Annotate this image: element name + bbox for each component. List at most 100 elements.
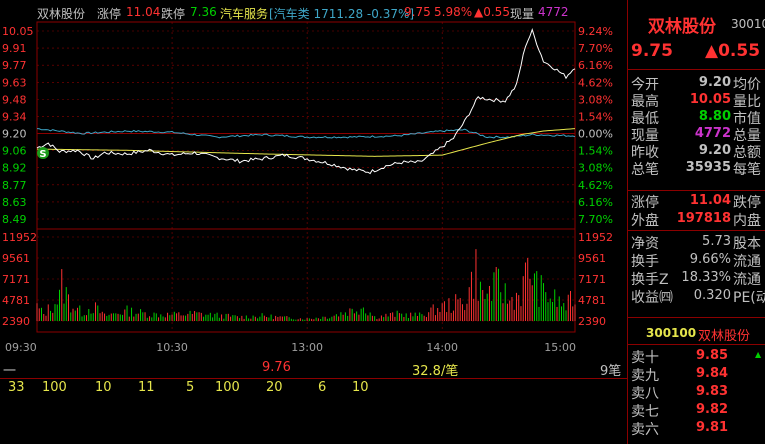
pct-tick-label: 4.62% bbox=[578, 179, 613, 192]
pct-tick-label: 1.54% bbox=[578, 145, 613, 158]
quote-row-right-label: 流通 bbox=[733, 254, 761, 270]
quote-row-value: 11.04 bbox=[689, 193, 731, 208]
quote-row-label: 最高 bbox=[631, 94, 659, 110]
ask-level-label: 卖六 bbox=[631, 422, 659, 438]
volume-tick-label: 11952 bbox=[2, 231, 37, 244]
bottom-avg: 32.8/笔 bbox=[412, 364, 459, 379]
quote-price: 9.75 bbox=[631, 41, 673, 61]
pct-tick-label: 7.70% bbox=[578, 42, 613, 55]
price-tick-label: 9.48 bbox=[2, 93, 27, 106]
quote-row-right-label: PE(动 bbox=[733, 290, 765, 306]
quote-row-value: 8.80 bbox=[698, 109, 731, 124]
time-tick-label: 13:00 bbox=[291, 341, 323, 354]
quote-row-label: 换手 bbox=[631, 254, 659, 270]
pct-tick-label: 3.08% bbox=[578, 162, 613, 175]
volume-tick-label: 2390 bbox=[2, 315, 30, 328]
bottom-price: 9.76 bbox=[262, 360, 291, 375]
limit-up-value: 11.04 bbox=[126, 5, 161, 19]
quote-row-right-label: 总量 bbox=[733, 128, 761, 144]
quote-row-right-label: 流通 bbox=[733, 272, 761, 288]
quote-row-label: 最低 bbox=[631, 111, 659, 127]
pct-tick-label: 4.62% bbox=[578, 76, 613, 89]
ask-level-label: 卖七 bbox=[631, 404, 659, 420]
price-tick-label: 10.05 bbox=[2, 25, 34, 38]
header-pct: 5.98% bbox=[434, 5, 473, 19]
bottom-dash: 一 bbox=[3, 364, 17, 379]
tick-volume: 33 bbox=[8, 380, 25, 395]
quote-row-right-label: 均价 bbox=[733, 77, 761, 93]
flash-icon: ▲ bbox=[755, 350, 762, 359]
ask-level-price: 9.84 bbox=[696, 366, 729, 381]
tick-volume: 100 bbox=[42, 380, 67, 395]
tick-volume: 6 bbox=[318, 380, 327, 395]
pct-tick-label: 6.16% bbox=[578, 196, 613, 209]
quote-row-value: 9.20 bbox=[698, 143, 731, 158]
quote-row-value: 18.33% bbox=[681, 270, 731, 285]
quote-row-label: 总笔 bbox=[631, 162, 659, 178]
quote-row-label: 今开 bbox=[631, 77, 659, 93]
divider bbox=[628, 230, 765, 231]
tick-volume: 100 bbox=[215, 380, 240, 395]
chart-header: 双林股份 涨停 11.04 跌停 7.36 汽车服务 [汽车类 1711.28 … bbox=[0, 0, 620, 22]
quote-change: ▲0.55 bbox=[705, 41, 761, 61]
price-tick-label: 9.91 bbox=[2, 42, 27, 55]
sector-name[interactable]: 汽车服务 bbox=[220, 7, 269, 21]
quote-code: 30010 bbox=[731, 17, 765, 31]
tick-volume: 10 bbox=[352, 380, 369, 395]
price-tick-label: 9.63 bbox=[2, 76, 27, 89]
quote-row-right-label: 股本 bbox=[733, 236, 761, 252]
volume-tick-label: 4781 bbox=[2, 294, 30, 307]
index-line bbox=[36, 128, 576, 139]
bottom-count: 9笔 bbox=[600, 364, 622, 379]
volume-tick-label: 7171 bbox=[2, 273, 30, 286]
quote-row-label: 外盘 bbox=[631, 213, 659, 229]
quote-row-value: 0.320 bbox=[693, 288, 731, 303]
quote-row-right-label: 市值 bbox=[733, 111, 761, 127]
quote-row-label: 涨停 bbox=[631, 195, 659, 211]
quote-row-value: 4772 bbox=[694, 126, 731, 141]
divider bbox=[0, 378, 627, 379]
volume-tick-label: 9561 bbox=[578, 252, 606, 265]
pct-tick-label: 6.16% bbox=[578, 59, 613, 72]
price-tick-label: 9.34 bbox=[2, 110, 27, 123]
quote-row-right-label: 量比 bbox=[733, 94, 761, 110]
quote-row-value: 9.20 bbox=[698, 75, 731, 90]
header-price: 9.75 bbox=[404, 5, 431, 19]
divider bbox=[628, 344, 765, 345]
price-tick-label: 8.92 bbox=[2, 162, 27, 175]
quote-row-right-label: 总额 bbox=[733, 145, 761, 161]
intraday-chart[interactable]: 10.05 9.24% 9.91 7.70% 9.77 6.16% 9.63 4.62% 9.4… bbox=[0, 0, 627, 360]
pct-tick-label: 0.00% bbox=[578, 128, 613, 141]
ask-level-label: 卖八 bbox=[631, 386, 659, 402]
quote-name-2: 双林股份 bbox=[698, 329, 751, 344]
average-price-line bbox=[36, 128, 576, 157]
quote-row-right-label: 跌停 bbox=[733, 195, 761, 211]
pct-tick-label: 7.70% bbox=[578, 213, 613, 226]
price-tick-label: 8.77 bbox=[2, 179, 27, 192]
header-change: ▲0.55 bbox=[474, 5, 510, 19]
ask-level-label: 卖九 bbox=[631, 368, 659, 384]
index-info[interactable]: [汽车类 1711.28 -0.37%] bbox=[269, 7, 415, 21]
quote-row-value: 35935 bbox=[685, 160, 731, 175]
quote-row-label: 昨收 bbox=[631, 145, 659, 161]
quote-row-value: 9.66% bbox=[689, 252, 731, 267]
price-tick-label: 9.20 bbox=[2, 128, 27, 141]
quote-row-label: 换手Z bbox=[631, 272, 669, 288]
pct-tick-label: 3.08% bbox=[578, 93, 613, 106]
divider bbox=[628, 69, 765, 70]
stock-name: 双林股份 bbox=[37, 7, 86, 21]
volume-tick-label: 4781 bbox=[578, 294, 606, 307]
volume-tick-label: 9561 bbox=[2, 252, 30, 265]
tick-volume: 5 bbox=[186, 380, 195, 395]
sell-signal-label: S bbox=[39, 149, 46, 160]
ask-level-price: 9.81 bbox=[696, 420, 729, 435]
divider bbox=[628, 190, 765, 191]
pct-tick-label: 1.54% bbox=[578, 110, 613, 123]
bottom-strip: 一 9.76 32.8/笔 9笔 33 100 10 11 5 100 20 6 10 bbox=[0, 358, 627, 444]
ask-level-label: 卖十 bbox=[631, 350, 659, 366]
price-tick-label: 8.63 bbox=[2, 196, 27, 209]
quote-name: 双林股份 bbox=[648, 17, 716, 37]
quote-row-value: 197818 bbox=[676, 211, 731, 226]
ask-level-price: 9.82 bbox=[696, 402, 729, 417]
divider bbox=[628, 317, 765, 318]
